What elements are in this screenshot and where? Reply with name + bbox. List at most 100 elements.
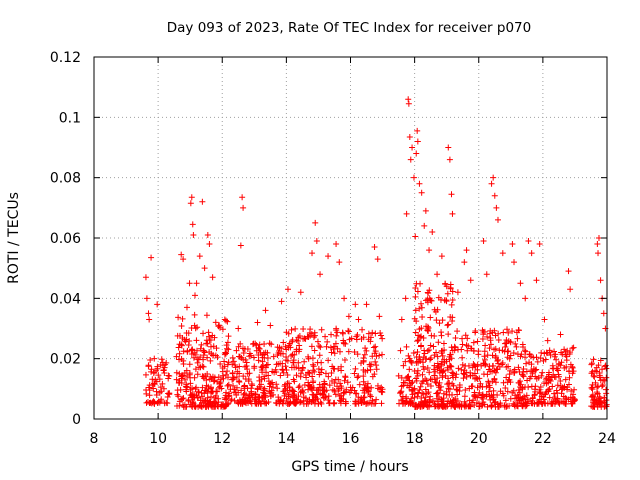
data-point [371,244,378,251]
data-point [337,392,344,399]
data-point [195,388,202,395]
data-point [241,390,248,397]
data-point [249,394,256,401]
data-point [225,346,232,353]
data-point [568,400,575,407]
data-point [258,381,265,388]
data-point [309,250,316,257]
data-point [448,363,455,370]
data-point [494,401,501,408]
data-point [443,391,450,398]
data-point [308,343,315,350]
data-point [241,397,248,404]
data-point [194,371,201,378]
data-point [419,314,426,321]
x-tick-label: 16 [342,431,360,447]
data-point [160,367,167,374]
data-point [173,376,180,383]
data-point [444,364,451,371]
data-point [318,366,325,373]
data-point [426,369,433,376]
data-point [525,384,532,391]
data-point [430,397,437,404]
data-point [367,366,374,373]
data-point [278,298,285,305]
data-point [225,393,232,400]
data-point [418,300,425,307]
data-point [405,373,412,380]
data-point [158,356,165,363]
y-tick-label: 0.12 [50,50,81,66]
data-point [418,342,425,349]
data-point [494,391,501,398]
data-point [285,344,292,351]
data-point [428,297,435,304]
data-point [363,347,370,354]
data-point [519,371,526,378]
data-point [341,357,348,364]
data-point [446,386,453,393]
data-point [431,352,438,359]
data-point [180,403,187,410]
data-point [505,329,512,336]
data-point [471,389,478,396]
data-point [224,339,231,346]
data-point [591,403,598,410]
data-point [260,387,267,394]
data-point [537,355,544,362]
data-point [299,367,306,374]
data-point [142,371,149,378]
data-point [414,372,421,379]
data-point [300,325,307,332]
data-point [373,362,380,369]
data-point [345,328,352,335]
data-point [513,329,520,336]
data-point [595,235,602,241]
data-point [358,399,365,406]
data-point [194,356,201,363]
data-point [421,347,428,354]
data-point [354,374,361,381]
data-point [354,351,361,358]
data-point [472,363,479,370]
data-point [484,371,491,378]
data-point [369,329,376,336]
data-point [515,364,522,371]
data-point [360,378,367,385]
data-point [402,358,409,365]
data-point [511,259,518,266]
data-point [220,375,227,382]
data-point [332,391,339,398]
data-point [186,361,193,368]
data-point [591,397,598,404]
data-point [413,354,420,361]
data-point [182,383,189,390]
data-point [589,386,596,393]
data-point [588,403,595,410]
data-point [463,342,470,349]
data-point [246,350,253,357]
data-point [569,364,576,371]
data-point [361,394,368,401]
data-point [166,373,173,380]
data-point [193,337,200,344]
data-point [487,341,494,348]
data-point [484,333,491,340]
data-point [284,357,291,364]
data-point [148,254,155,261]
data-point [217,360,224,367]
data-point [426,247,433,254]
data-point [299,388,306,395]
data-point [263,362,270,369]
data-point [291,351,298,358]
data-point [291,388,298,395]
data-point [367,334,374,341]
data-point [323,387,330,394]
data-point [267,393,274,400]
data-point [200,348,207,355]
data-point [428,355,435,362]
data-point [528,250,535,257]
data-point [362,345,369,352]
data-point [563,353,570,360]
data-point [344,379,351,386]
